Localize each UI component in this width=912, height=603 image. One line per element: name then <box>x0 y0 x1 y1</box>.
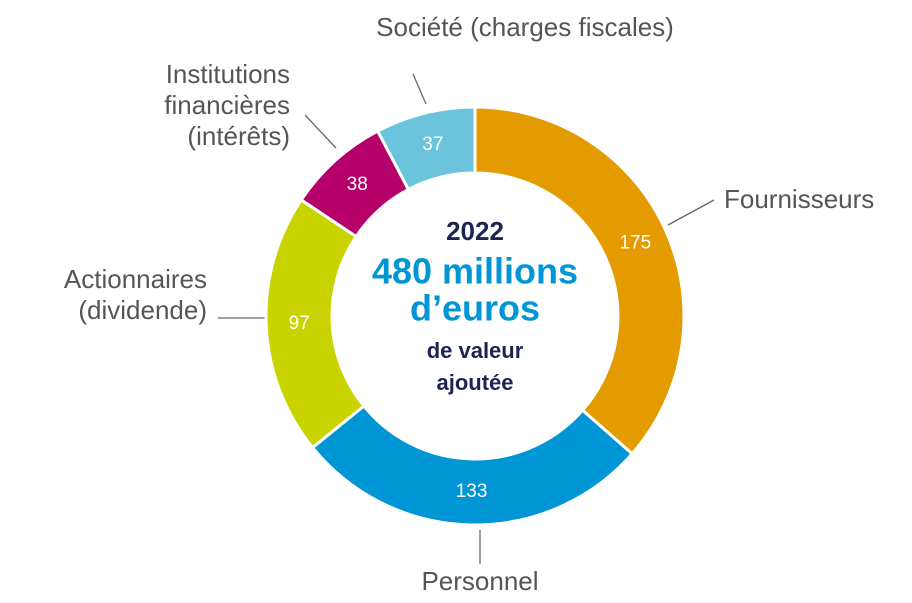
category-label: Institutions financières (intérêts) <box>164 59 290 151</box>
leader-line <box>667 199 715 226</box>
center-text: 2022 <box>446 216 504 246</box>
leader-line <box>304 114 337 149</box>
value-label: 97 <box>289 313 310 334</box>
donut-segment <box>473 105 686 456</box>
leader-line <box>412 73 427 105</box>
donut-segment <box>264 197 366 450</box>
value-label: 133 <box>456 481 488 502</box>
category-label: Personnel <box>421 566 539 596</box>
donut-segment <box>310 403 635 527</box>
center-text: d’euros <box>410 288 540 329</box>
value-label: 38 <box>347 174 368 195</box>
donut-segment <box>375 105 477 192</box>
center-text: 480 millions <box>372 251 578 292</box>
center-text: de valeur <box>427 338 524 363</box>
value-label: 37 <box>422 134 443 155</box>
value-label: 175 <box>619 232 651 253</box>
category-label: Fournisseurs <box>724 184 875 214</box>
category-label: Actionnaires (dividende) <box>63 264 207 325</box>
center-text: ajoutée <box>436 370 513 395</box>
category-label: Société (charges fiscales) <box>376 12 674 42</box>
